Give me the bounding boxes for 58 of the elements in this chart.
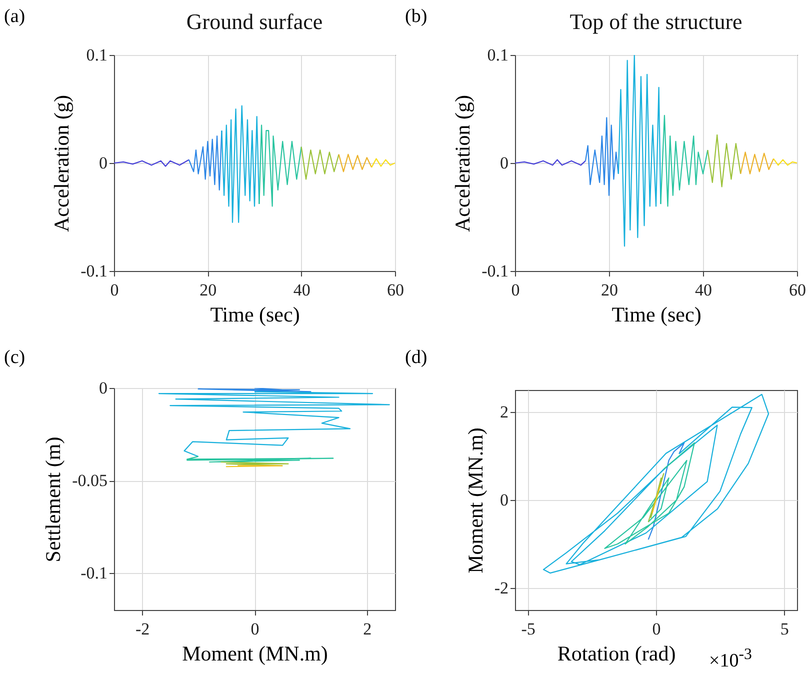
line-series xyxy=(188,130,222,191)
x-axis-title: Moment (MN.m) xyxy=(182,642,328,666)
x-axis-title: Time (sec) xyxy=(210,302,300,326)
x-tick-label: 0 xyxy=(652,620,661,638)
chart-title: Top of the structure xyxy=(570,9,742,34)
text: (a) xyxy=(4,6,26,28)
y-tick-label: 0 xyxy=(500,490,508,510)
line-series xyxy=(371,158,395,168)
y-tick-label: 2 xyxy=(500,402,508,422)
y-tick-label: 0 xyxy=(99,154,108,172)
line-series xyxy=(221,105,260,223)
line-series xyxy=(300,146,340,180)
x-tick-label: -2 xyxy=(136,620,150,638)
y-axis-title: Acceleration (g) xyxy=(450,94,475,232)
line-series xyxy=(707,134,742,188)
y-tick-label: -0.1 xyxy=(80,262,108,280)
x-axis-title: Rotation (rad) xyxy=(557,642,676,666)
text: (b) xyxy=(405,6,428,28)
x-tick-label: 40 xyxy=(293,280,310,300)
y-tick-label: 0 xyxy=(99,378,108,398)
text: (c) xyxy=(4,347,26,369)
text: ×10$^{-3}$ xyxy=(709,646,752,672)
x-tick-label: 40 xyxy=(695,280,712,300)
line-series xyxy=(618,55,662,247)
text: (d) xyxy=(405,347,428,369)
y-tick-label: -0.1 xyxy=(482,262,508,280)
line-series xyxy=(542,394,770,574)
y-tick-label: 0.1 xyxy=(86,46,108,64)
line-series xyxy=(772,158,797,166)
y-tick-label: -2 xyxy=(494,578,508,598)
line-series xyxy=(158,391,390,457)
line-series xyxy=(114,159,190,167)
line-series xyxy=(584,117,619,196)
chart-title: Ground surface xyxy=(186,9,323,34)
line-series xyxy=(604,442,696,549)
x-tick-label: 5 xyxy=(780,620,789,638)
line-series xyxy=(648,442,685,540)
x-axis-title: Time (sec) xyxy=(612,302,702,326)
x-tick-label: 60 xyxy=(387,280,404,300)
y-axis-title: Moment (MN.m) xyxy=(463,428,488,574)
line-series xyxy=(648,473,664,523)
y-tick-label: 0.1 xyxy=(487,46,508,64)
x-tick-label: 2 xyxy=(363,620,372,638)
y-tick-label: -0.1 xyxy=(80,564,108,582)
y-tick-label: -0.05 xyxy=(72,471,108,490)
y-tick-label: 0 xyxy=(500,154,508,172)
y-axis-title: Acceleration (g) xyxy=(50,94,74,232)
line-series xyxy=(338,154,372,172)
line-series xyxy=(660,114,708,207)
line-series xyxy=(652,482,662,514)
y-axis-title: Settlement (m) xyxy=(41,436,66,562)
x-tick-label: 20 xyxy=(601,280,618,300)
x-tick-label: 60 xyxy=(789,280,806,300)
x-tick-label: -5 xyxy=(521,620,536,638)
line-series xyxy=(740,152,774,174)
line-series xyxy=(258,124,302,207)
x-tick-label: 20 xyxy=(200,280,217,300)
x-tick-label: 0 xyxy=(250,620,260,638)
